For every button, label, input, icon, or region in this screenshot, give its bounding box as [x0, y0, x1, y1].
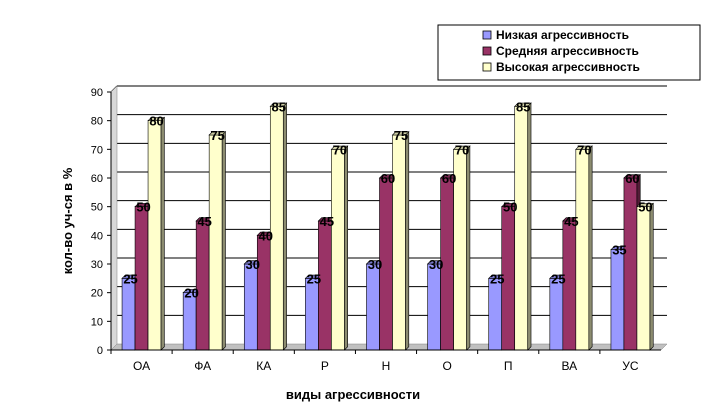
data-label: 25 [123, 271, 137, 286]
data-label: 30 [368, 257, 382, 272]
x-tick-label: КА [256, 359, 271, 373]
x-tick-label: ОА [133, 359, 150, 373]
legend-swatch [482, 46, 492, 56]
bar [208, 130, 227, 351]
data-label: 60 [625, 171, 639, 186]
data-label: 35 [612, 243, 626, 258]
data-label: 25 [551, 271, 565, 286]
legend-label: Высокая агрессивность [496, 60, 640, 74]
y-tick-label: 60 [91, 173, 103, 185]
data-label: 70 [455, 142, 469, 157]
legend-entry: Средняя агрессивность [482, 44, 639, 58]
data-label: 85 [516, 99, 530, 114]
bar [330, 145, 349, 351]
data-labels: 25 50 80 20 45 75 30 40 85 25 45 70 30 60 75 30 60 70 25 50… [123, 99, 652, 300]
data-label: 70 [333, 142, 347, 157]
y-tick-label: 10 [91, 316, 103, 328]
data-label: 50 [638, 200, 652, 215]
chart-side-wall [110, 85, 118, 351]
x-tick-label: УС [622, 359, 639, 373]
legend-entry: Низкая агрессивность [482, 28, 629, 42]
y-tick-label: 30 [91, 259, 103, 271]
data-label: 40 [259, 228, 273, 243]
legend-label: Средняя агрессивность [496, 44, 639, 58]
data-label: 50 [136, 200, 150, 215]
legend-label: Низкая агрессивность [496, 28, 629, 42]
data-label: 60 [381, 171, 395, 186]
y-tick-label: 80 [91, 116, 103, 128]
x-axis-title: виды агрессивности [286, 387, 420, 402]
data-label: 45 [320, 214, 334, 229]
x-tick-label: ВА [562, 359, 578, 373]
x-tick-label: О [442, 359, 451, 373]
legend-entry: Высокая агрессивность [482, 60, 640, 74]
bar [147, 116, 166, 351]
bar [636, 202, 654, 351]
x-tick-label: ФА [194, 359, 211, 373]
data-label: 45 [564, 214, 578, 229]
data-label: 50 [503, 200, 517, 215]
data-label: 70 [577, 142, 591, 157]
data-label: 25 [490, 271, 504, 286]
x-tick-label: П [504, 359, 513, 373]
data-label: 25 [307, 271, 321, 286]
bar [575, 145, 593, 351]
bar [391, 130, 410, 351]
y-tick-label: 20 [91, 288, 103, 300]
data-label: 85 [272, 99, 286, 114]
x-tick-label: Р [321, 359, 329, 373]
data-label: 30 [246, 257, 260, 272]
y-axis-title: кол-во уч-ся в % [60, 167, 75, 274]
legend: Низкая агрессивность Средняя агрессивност… [437, 24, 701, 81]
y-axis: 0 10 20 30 40 50 60 70 80 90 [91, 87, 112, 357]
bar [452, 145, 471, 351]
data-label: 75 [210, 128, 224, 143]
x-tick-label: Н [382, 359, 391, 373]
y-tick-label: 40 [91, 230, 103, 242]
bar [269, 102, 288, 351]
data-label: 75 [394, 128, 408, 143]
bar [513, 102, 532, 351]
y-tick-label: 90 [91, 87, 103, 99]
y-tick-label: 0 [97, 345, 103, 357]
x-axis: ОА ФА КА Р Н О П ВА УС [110, 349, 661, 373]
data-label: 30 [429, 257, 443, 272]
legend-swatch [482, 62, 492, 72]
data-label: 45 [197, 214, 211, 229]
data-label: 60 [442, 171, 456, 186]
legend-swatch [482, 30, 492, 40]
data-label: 80 [149, 114, 163, 129]
y-tick-label: 70 [91, 144, 103, 156]
bars [121, 102, 654, 351]
y-tick-label: 50 [91, 202, 103, 214]
data-label: 20 [184, 286, 198, 301]
